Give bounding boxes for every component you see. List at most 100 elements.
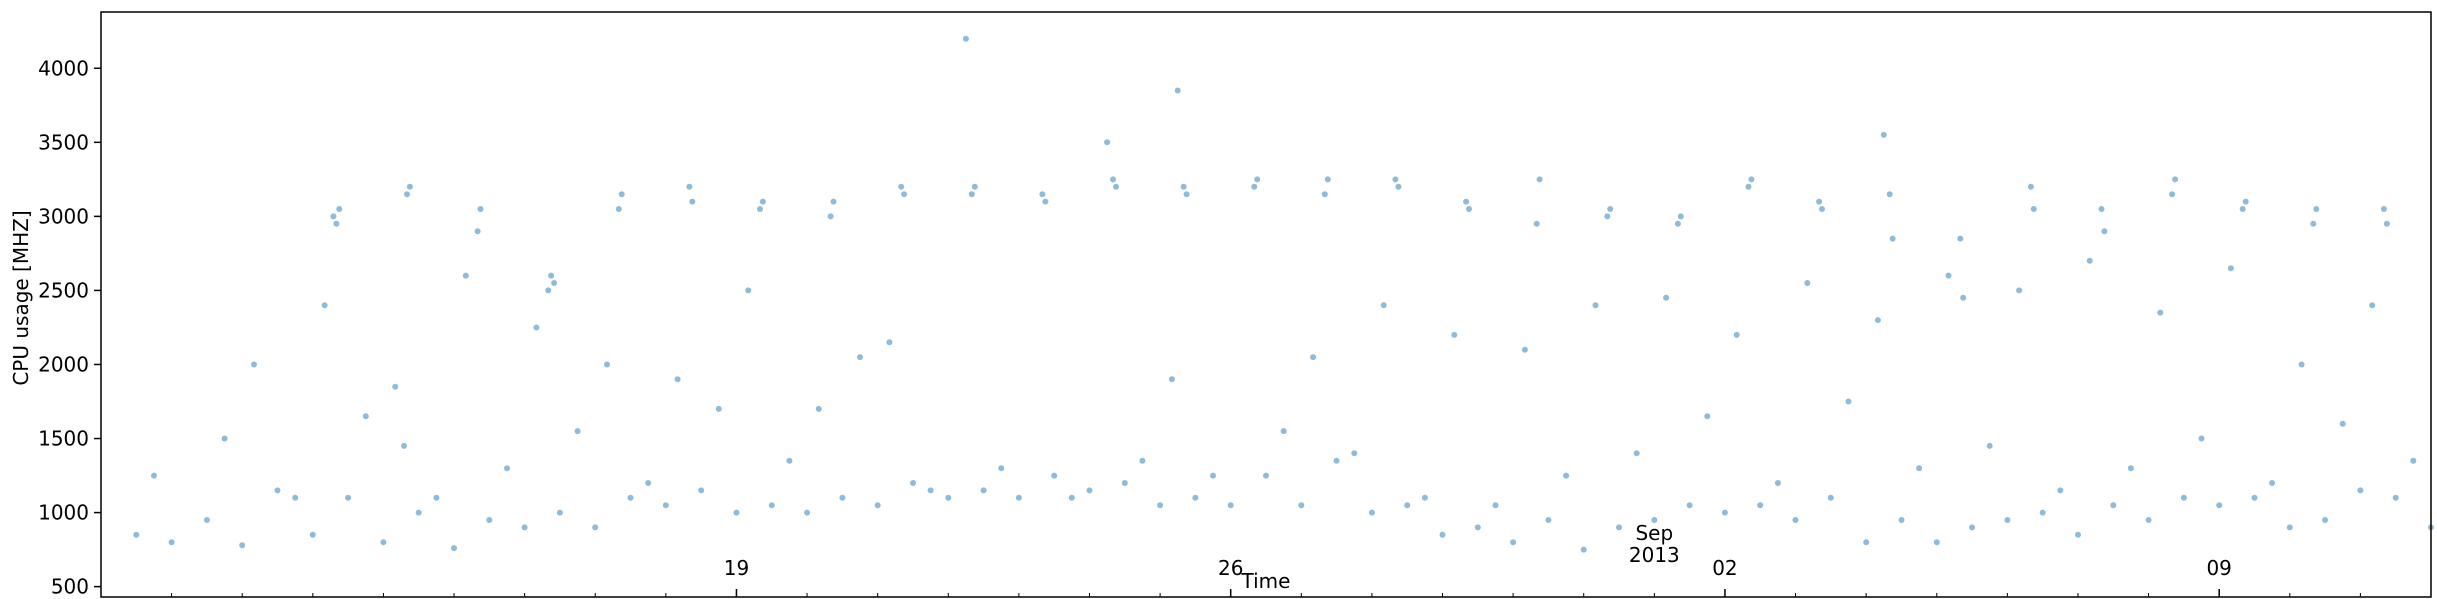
data-point [898, 183, 905, 190]
data-point [1368, 509, 1375, 516]
data-point [2383, 220, 2390, 227]
data-point [827, 213, 834, 220]
data-point [2239, 206, 2246, 212]
data-point [945, 494, 952, 501]
data-point [2369, 302, 2376, 309]
data-point [1677, 213, 1684, 220]
data-point [203, 517, 210, 523]
data-point [1039, 191, 1046, 198]
x-tick-label: 19 [724, 556, 749, 580]
data-point [1183, 191, 1190, 198]
data-point [1604, 213, 1611, 220]
x-tick-label: 02 [1712, 556, 1737, 580]
data-point [1521, 346, 1528, 353]
x-axis-label: Time [1241, 569, 1291, 593]
data-point [1607, 206, 1614, 212]
data-point [768, 502, 775, 509]
data-point [689, 198, 696, 205]
data-point [1616, 524, 1622, 531]
data-point [1254, 176, 1261, 183]
data-point [433, 494, 440, 501]
data-point [2410, 457, 2417, 464]
data-point [815, 405, 822, 412]
data-point [2086, 257, 2093, 264]
data-point [1933, 539, 1940, 546]
data-point [910, 480, 916, 486]
data-point [1874, 317, 1881, 324]
data-point [1686, 502, 1693, 509]
data-point [1845, 398, 1852, 405]
data-point [1333, 457, 1340, 464]
data-point [1889, 235, 1896, 242]
data-point [462, 272, 469, 279]
data-point [1945, 272, 1952, 279]
data-point [1392, 176, 1399, 183]
data-point [2392, 494, 2399, 501]
data-point [2016, 287, 2023, 294]
data-point [830, 198, 837, 205]
data-point [715, 405, 722, 412]
data-point [786, 457, 793, 464]
data-point [1310, 354, 1317, 361]
data-point [2357, 487, 2364, 494]
data-point [1139, 457, 1146, 464]
data-point [1792, 517, 1799, 523]
data-point [1113, 183, 1119, 190]
data-point [1051, 472, 1058, 479]
x-tick-label: 09 [2206, 556, 2231, 580]
y-tick-label: 3000 [38, 204, 89, 228]
data-point [2251, 494, 2258, 501]
data-point [2004, 517, 2011, 523]
data-point [1916, 465, 1923, 472]
data-point [1251, 183, 1258, 190]
data-point [474, 228, 481, 235]
data-point [733, 509, 740, 516]
data-point [2172, 176, 2179, 183]
data-point [874, 502, 881, 509]
data-point [2127, 465, 2134, 472]
data-point [292, 494, 299, 501]
data-point [1704, 413, 1711, 420]
data-point [1663, 294, 1670, 301]
data-point [1745, 183, 1752, 190]
data-point [1168, 376, 1175, 383]
data-point [2075, 531, 2081, 538]
data-point [362, 413, 369, 420]
data-point [1192, 494, 1199, 501]
data-point [1474, 524, 1481, 531]
data-point [1533, 220, 1540, 227]
data-point [406, 183, 413, 190]
data-point [1819, 206, 1825, 212]
data-point [1957, 235, 1964, 242]
data-point [336, 206, 343, 212]
data-point [662, 502, 669, 509]
x-secondary-label-line: 2013 [1629, 543, 1680, 567]
y-tick-label: 500 [51, 575, 89, 599]
data-point [1015, 494, 1022, 501]
data-point [477, 206, 484, 212]
data-point [1263, 472, 1269, 479]
data-point [615, 206, 622, 212]
data-point [745, 287, 752, 294]
data-point [1298, 502, 1305, 509]
data-point [345, 494, 352, 501]
data-point [998, 465, 1005, 472]
data-point [2198, 435, 2205, 442]
data-point [451, 545, 457, 552]
data-point [1210, 472, 1216, 479]
data-point [1395, 183, 1402, 190]
data-point [551, 280, 558, 286]
data-point [2057, 487, 2064, 494]
data-point [1157, 502, 1164, 509]
data-point [330, 213, 337, 220]
data-point [2339, 420, 2346, 427]
y-tick-label: 1500 [38, 427, 89, 451]
data-point [1104, 139, 1111, 146]
y-axis-label: CPU usage [MHZ] [9, 210, 33, 385]
data-point [2380, 206, 2387, 212]
data-point [618, 191, 625, 198]
data-point [333, 220, 340, 227]
points-layer [133, 35, 2434, 553]
data-point [1227, 502, 1234, 509]
